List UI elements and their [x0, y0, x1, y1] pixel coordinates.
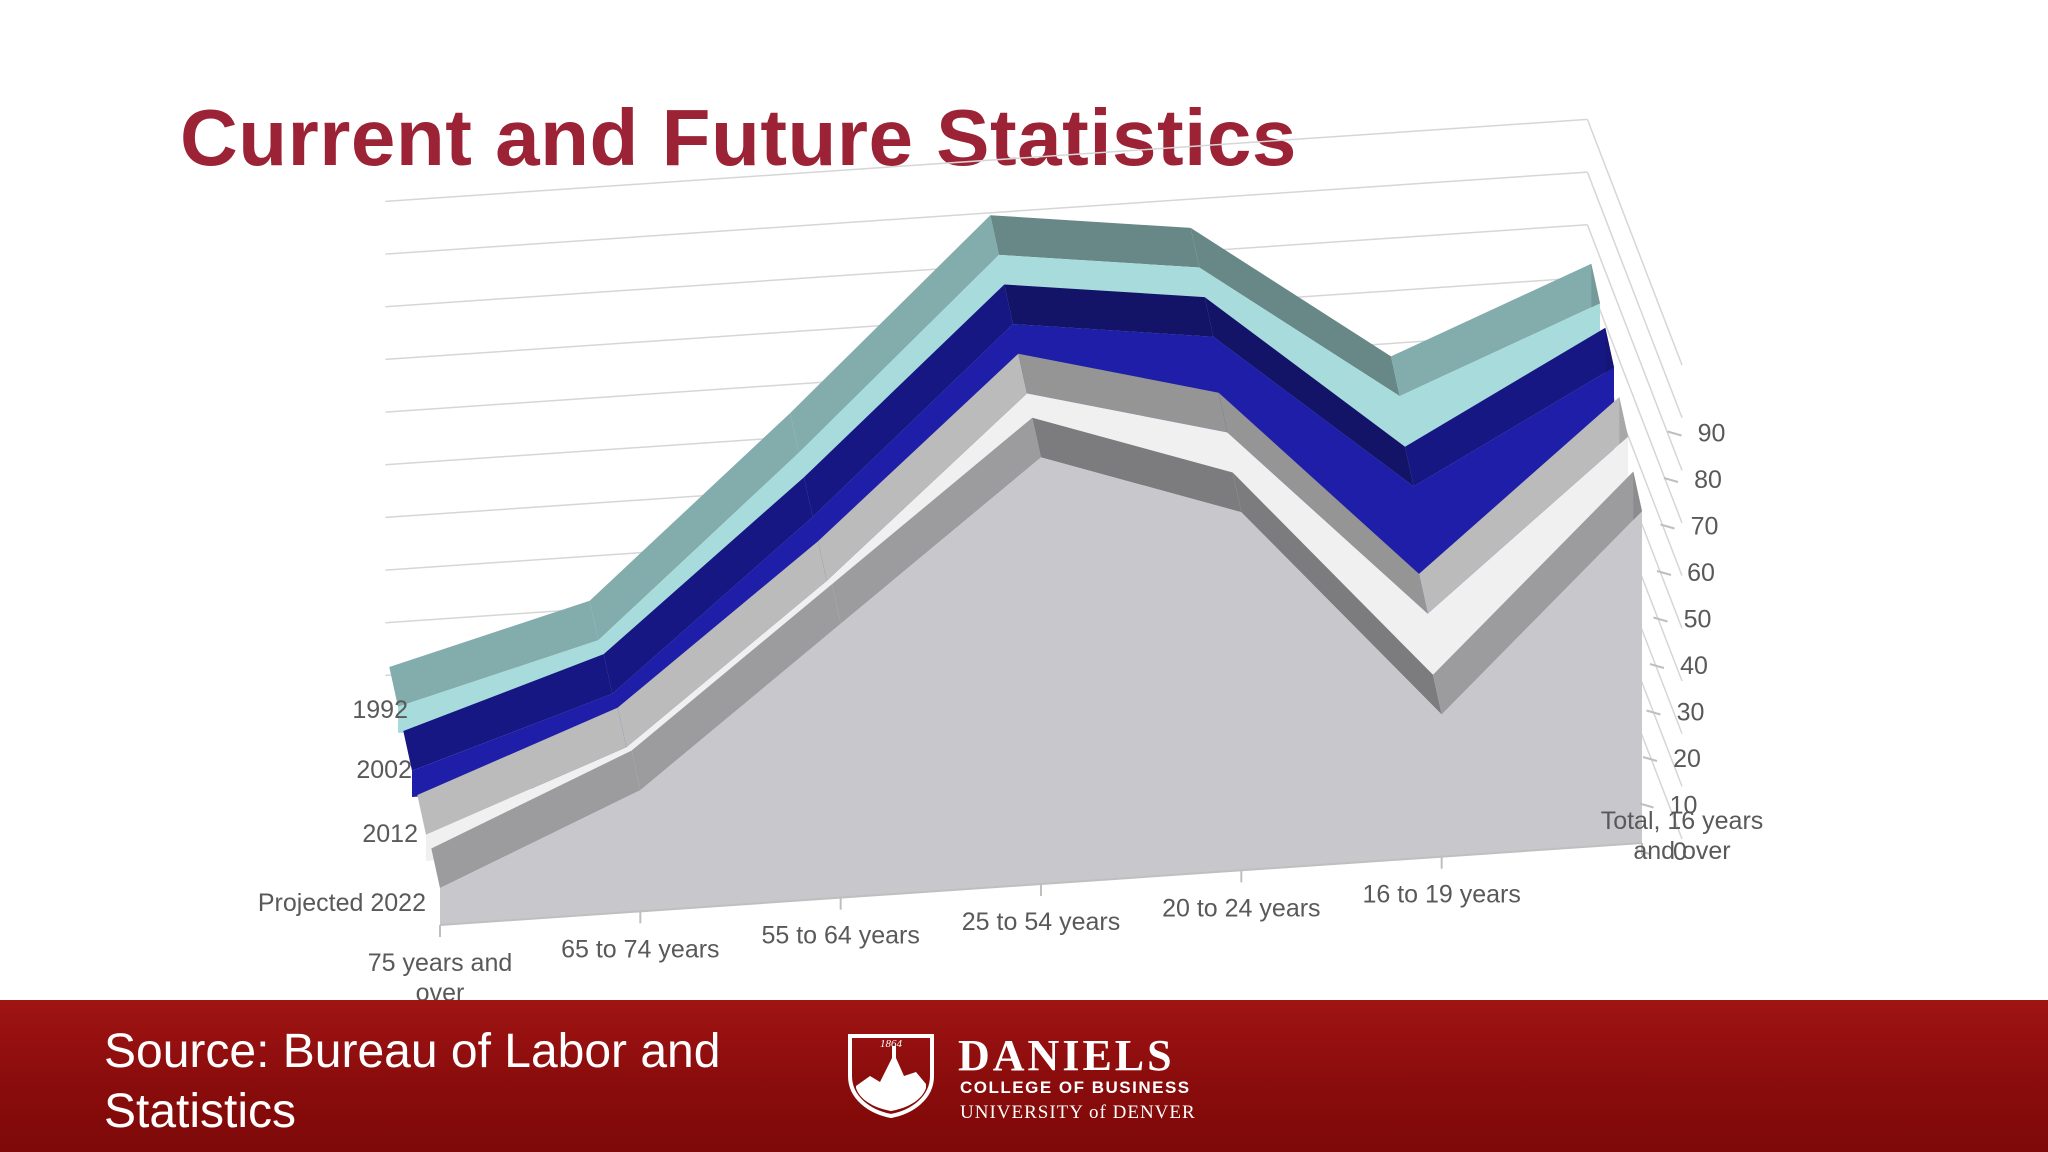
area-top-face: [403, 654, 613, 771]
area-top-face: [832, 417, 1041, 624]
area-top-face: [417, 707, 627, 835]
y-tick: [1639, 802, 1654, 809]
logo-year: 1864: [880, 1038, 903, 1050]
area-top-face: [818, 353, 1027, 581]
logo-college: COLLEGE OF BUSINESS: [960, 1078, 1191, 1097]
category-label: 55 to 64 years: [761, 922, 919, 950]
area-top-face: [1032, 417, 1242, 513]
y-tick: [1653, 616, 1668, 623]
gridline: [385, 171, 1588, 255]
logo-university: UNIVERSITY of DENVER: [960, 1102, 1196, 1123]
series-projected-2022: [431, 417, 1642, 925]
footer-bar: Source: Bureau of Labor and Statistics 1…: [0, 1000, 2048, 1152]
area-top-face: [1018, 353, 1228, 433]
category-label: 20 to 24 years: [1162, 894, 1320, 922]
category-label: Total, 16 years and over: [1601, 807, 1764, 865]
source-text: Source: Bureau of Labor and Statistics: [104, 1025, 721, 1138]
y-tick-label: 50: [1684, 606, 1712, 634]
y-tick: [1635, 849, 1651, 855]
gridline: [385, 118, 1588, 203]
area-top-face: [1405, 327, 1614, 487]
y-tick-label: 0: [1673, 838, 1687, 866]
y-tick-label: 20: [1673, 745, 1701, 773]
logo-name: DANIELS: [958, 1031, 1175, 1080]
category-label: 25 to 54 years: [962, 908, 1120, 936]
y-tick: [1663, 477, 1679, 483]
area-top-face: [1218, 392, 1428, 614]
area-top-face: [1204, 297, 1414, 487]
area-top-face: [804, 284, 1013, 517]
y-tick: [1667, 430, 1682, 437]
area-top-face: [990, 215, 1200, 268]
category-label: 65 to 74 years: [561, 935, 719, 963]
y-tick-label: 30: [1677, 699, 1705, 727]
area-top-face: [589, 413, 799, 641]
y-tick: [1656, 570, 1672, 576]
area-top-face: [1391, 263, 1600, 397]
shield-icon: 1864: [848, 1034, 934, 1118]
y-tick: [1646, 709, 1661, 716]
side-gridline: [1586, 119, 1683, 366]
area-front-face: [440, 457, 1642, 925]
series-areas: [389, 215, 1642, 925]
area-top-face: [389, 600, 599, 707]
series-depth-label: 1992: [352, 696, 408, 724]
axes: [439, 430, 1682, 937]
area-top-face: [631, 584, 841, 791]
daniels-logo: 1864 DANIELS COLLEGE OF BUSINESS UNIVERS…: [846, 1031, 1206, 1123]
area-top-face: [431, 750, 641, 889]
area-top-face: [1190, 227, 1400, 397]
area-top-face: [1433, 471, 1642, 715]
y-tick: [1642, 756, 1658, 762]
series-depth-label: Projected 2022: [258, 889, 426, 917]
area-top-face: [1419, 397, 1628, 614]
y-tick-label: 70: [1691, 513, 1719, 541]
area-top-face: [1004, 284, 1214, 337]
area-top-face: [617, 541, 827, 748]
area-top-face: [1232, 472, 1442, 715]
area-top-face: [790, 215, 999, 453]
labor-participation-3d-area-chart: 75 years and over 65 to 74 years 55 to 64 y…: [258, 118, 1763, 1008]
category-label: 16 to 19 years: [1362, 881, 1520, 909]
y-tick-label: 40: [1680, 652, 1708, 680]
side-gridline: [1586, 277, 1683, 524]
y-tick: [1660, 523, 1675, 530]
side-gridline: [1586, 224, 1683, 471]
area-top-face: [603, 477, 813, 694]
y-tick-label: 60: [1687, 559, 1715, 587]
category-label: 75 years and over: [368, 949, 513, 1007]
y-tick-label: 80: [1694, 466, 1722, 494]
y-tick-label: 10: [1670, 792, 1698, 820]
y-tick-label: 90: [1698, 420, 1726, 448]
y-tick: [1649, 663, 1665, 669]
series-depth-label: 2002: [356, 756, 412, 784]
slide-title: Current and Future Statistics: [180, 93, 1297, 182]
side-gridline: [1586, 171, 1683, 418]
series-depth-label: 2012: [362, 820, 418, 848]
axis-labels: 75 years and over 65 to 74 years 55 to 64 y…: [258, 420, 1763, 1008]
